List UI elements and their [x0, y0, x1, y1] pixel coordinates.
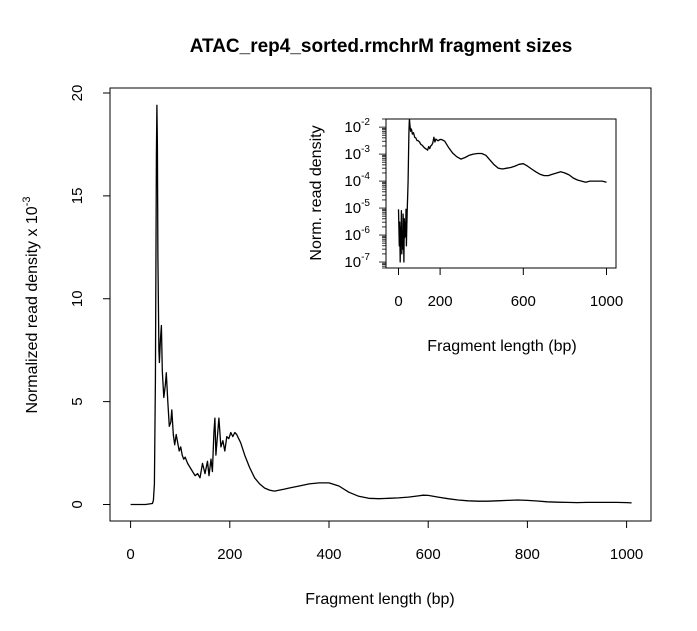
- chart-title: ATAC_rep4_sorted.rmchrM fragment sizes: [190, 36, 573, 57]
- inset-y-tick-label: 10-6: [344, 225, 370, 244]
- main-y-axis-label-exponent: -3: [21, 197, 33, 207]
- main-x-tick-label: 0: [126, 546, 134, 563]
- inset-y-tick-label: 10-4: [344, 171, 370, 190]
- inset-x-axis-label: Fragment length (bp): [427, 338, 576, 355]
- inset-y-tick-label: 10-2: [344, 117, 370, 136]
- main-density-line: [130, 104, 632, 506]
- inset-plot-frame: [385, 118, 617, 269]
- main-y-axis: 0 5 10 15 20: [69, 85, 111, 509]
- inset-x-tick-label: 1000: [590, 293, 623, 310]
- main-y-tick-label: 0: [69, 500, 86, 508]
- main-x-axis-label: Fragment length (bp): [305, 591, 454, 608]
- main-plot-frame: [109, 87, 652, 522]
- inset-x-axis: 0 200 600 1000: [394, 267, 623, 310]
- inset-x-tick-label: 200: [428, 293, 453, 310]
- main-y-axis-label: Normalized read density x 10-3: [21, 197, 41, 414]
- main-x-tick-label: 600: [416, 546, 441, 563]
- main-y-tick-label: 20: [69, 85, 86, 102]
- main-y-tick-label: 15: [69, 188, 86, 205]
- inset-y-tick-label: 10-3: [344, 144, 370, 163]
- inset-density-line: [397, 118, 607, 263]
- main-x-axis: 0 200 400 600 800 1000: [126, 520, 643, 563]
- main-x-tick-label: 200: [217, 546, 242, 563]
- main-x-tick-label: 800: [515, 546, 540, 563]
- main-x-tick-label: 400: [316, 546, 341, 563]
- main-x-tick-label: 1000: [610, 546, 643, 563]
- main-y-tick-label: 10: [69, 290, 86, 307]
- inset-x-tick-label: 600: [511, 293, 536, 310]
- inset-y-axis-label: Norm. read density: [308, 125, 325, 260]
- inset-y-axis: 10-2 10-3 10-4 10-5 10-6 10-7: [344, 117, 386, 271]
- main-y-tick-label: 5: [69, 397, 86, 405]
- inset-x-tick-label: 0: [394, 293, 402, 310]
- inset-y-tick-label: 10-5: [344, 198, 370, 217]
- inset-y-tick-label: 10-7: [344, 252, 370, 271]
- main-y-axis-label-text: Normalized read density x 10: [24, 206, 41, 413]
